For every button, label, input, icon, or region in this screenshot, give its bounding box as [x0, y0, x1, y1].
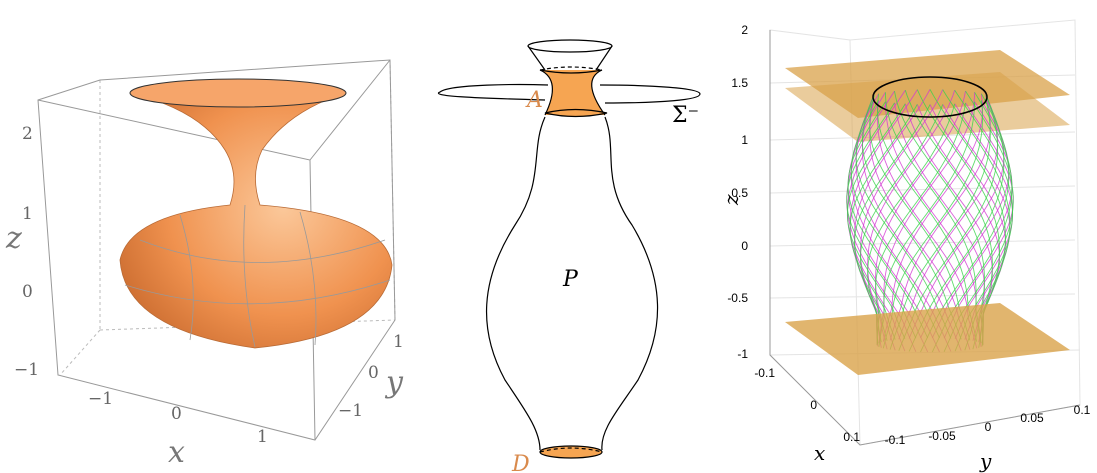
- x-tick-label: −1: [88, 389, 113, 409]
- y-axis-label: y: [384, 365, 404, 400]
- x-axis-label: x: [814, 441, 825, 465]
- z-tick-label: 0: [22, 282, 33, 302]
- y-tick-label: 0.1: [1074, 403, 1091, 417]
- y-tick-label: 0: [985, 420, 992, 434]
- z-tick-label: 2: [22, 124, 33, 144]
- y-tick-label: 0: [368, 363, 379, 383]
- y-tick-label: 1: [393, 332, 404, 352]
- z-tick-label: −1: [14, 360, 39, 380]
- x-tick-label: 0: [171, 404, 182, 424]
- left-panel: 2 1 0 −1 −1 0 1 1 0 −1 z x y: [5, 60, 404, 470]
- label-sigma: Σ⁻: [672, 103, 699, 128]
- neck-region-a: [540, 70, 605, 115]
- cone-top: [528, 40, 612, 52]
- vase-top: [130, 79, 346, 107]
- label-a: A: [525, 88, 543, 113]
- x-tick-label: 1: [257, 427, 268, 447]
- label-d: D: [511, 452, 530, 473]
- y-axis-label: y: [979, 449, 992, 473]
- y-tick-label: −1: [338, 401, 363, 421]
- x-tick-label: 0: [810, 398, 817, 412]
- z-tick-label: 1: [741, 133, 748, 147]
- z-tick-label: 0: [741, 239, 748, 253]
- right-panel: 2 1.5 1 0.5 0 -0.5 -1 -0.1 0 0.1 -0.1 -0…: [719, 20, 1091, 473]
- lower-plane: [785, 303, 1070, 375]
- z-tick-label: 1.5: [731, 76, 748, 90]
- z-tick-label: 2: [741, 23, 748, 37]
- x-axis-label: x: [168, 435, 185, 470]
- figure: 2 1 0 −1 −1 0 1 1 0 −1 z x y A Σ⁻ P D: [0, 0, 1097, 473]
- z-tick-label: -0.5: [727, 291, 748, 305]
- y-tick-label: 0.05: [1020, 411, 1044, 425]
- z-tick-label: -1: [737, 347, 748, 361]
- cone: [528, 46, 612, 70]
- middle-panel: [438, 40, 700, 458]
- y-tick-label: -0.1: [885, 433, 906, 447]
- vase-surface: [120, 93, 392, 348]
- x-tick-label: 0.1: [843, 430, 860, 444]
- z-axis-label: z: [719, 194, 743, 206]
- z-axis-label: z: [5, 221, 22, 256]
- label-p: P: [562, 267, 579, 292]
- neck-top-dashed: [540, 67, 602, 70]
- y-tick-label: -0.05: [928, 429, 956, 443]
- x-tick-label: -0.1: [754, 366, 775, 380]
- z-tick-label: 1: [22, 204, 33, 224]
